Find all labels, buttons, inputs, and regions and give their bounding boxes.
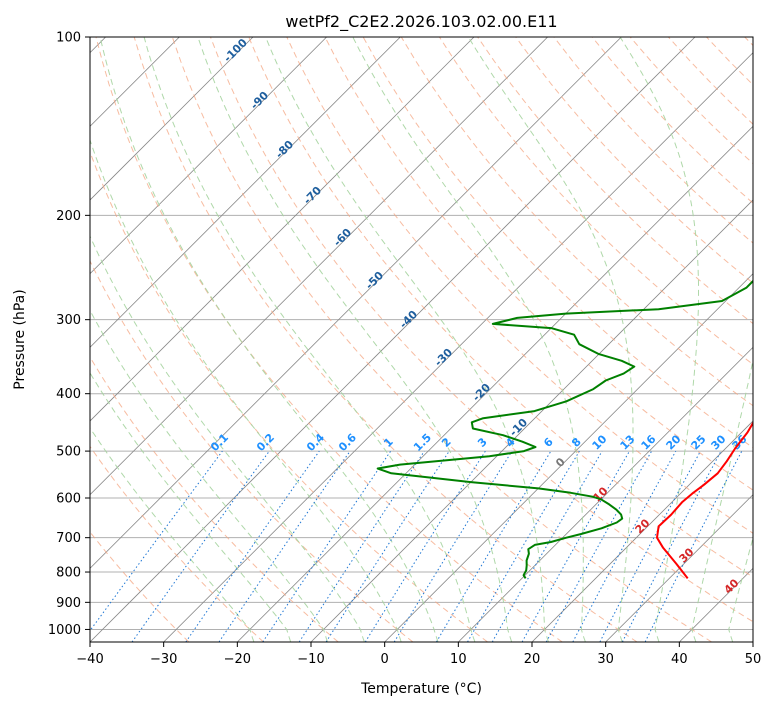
x-tick-label: −20 [224,652,251,667]
chart-title: wetPf2_C2E2.2026.103.02.00.E11 [285,12,557,32]
x-tick-label: 20 [524,652,541,667]
y-axis-label: Pressure (hPa) [12,289,28,389]
x-tick-label: 30 [597,652,614,667]
x-tick-label: 0 [381,652,389,667]
x-tick-label: −40 [76,652,103,667]
x-tick-label: −30 [150,652,177,667]
y-tick-label: 900 [56,596,81,611]
x-tick-label: 50 [745,652,762,667]
y-tick-label: 800 [56,566,81,581]
y-tick-label: 600 [56,492,81,507]
y-tick-label: 200 [56,209,81,224]
y-tick-label: 1000 [48,623,81,638]
y-tick-label: 500 [56,445,81,460]
y-tick-label: 700 [56,531,81,546]
x-tick-label: 10 [450,652,467,667]
y-tick-label: 100 [56,31,81,46]
x-tick-label: 40 [671,652,688,667]
x-tick-label: −10 [297,652,324,667]
x-axis-label: Temperature (°C) [360,681,482,697]
y-tick-label: 400 [56,387,81,402]
y-tick-label: 300 [56,313,81,328]
